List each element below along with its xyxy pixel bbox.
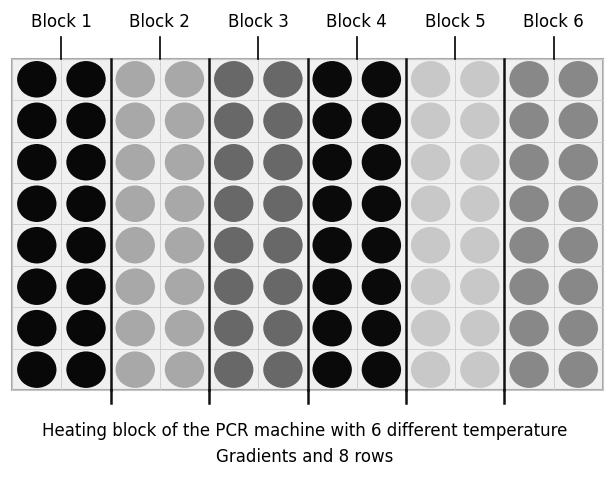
Text: Heating block of the PCR machine with 6 different temperature
Gradients and 8 ro: Heating block of the PCR machine with 6 … [42, 422, 567, 466]
Text: Block 1: Block 1 [31, 13, 92, 31]
Text: Block 5: Block 5 [425, 13, 485, 31]
Text: Block 6: Block 6 [523, 13, 584, 31]
Text: Block 3: Block 3 [228, 13, 289, 31]
Text: Block 4: Block 4 [326, 13, 387, 31]
Text: Block 2: Block 2 [130, 13, 190, 31]
